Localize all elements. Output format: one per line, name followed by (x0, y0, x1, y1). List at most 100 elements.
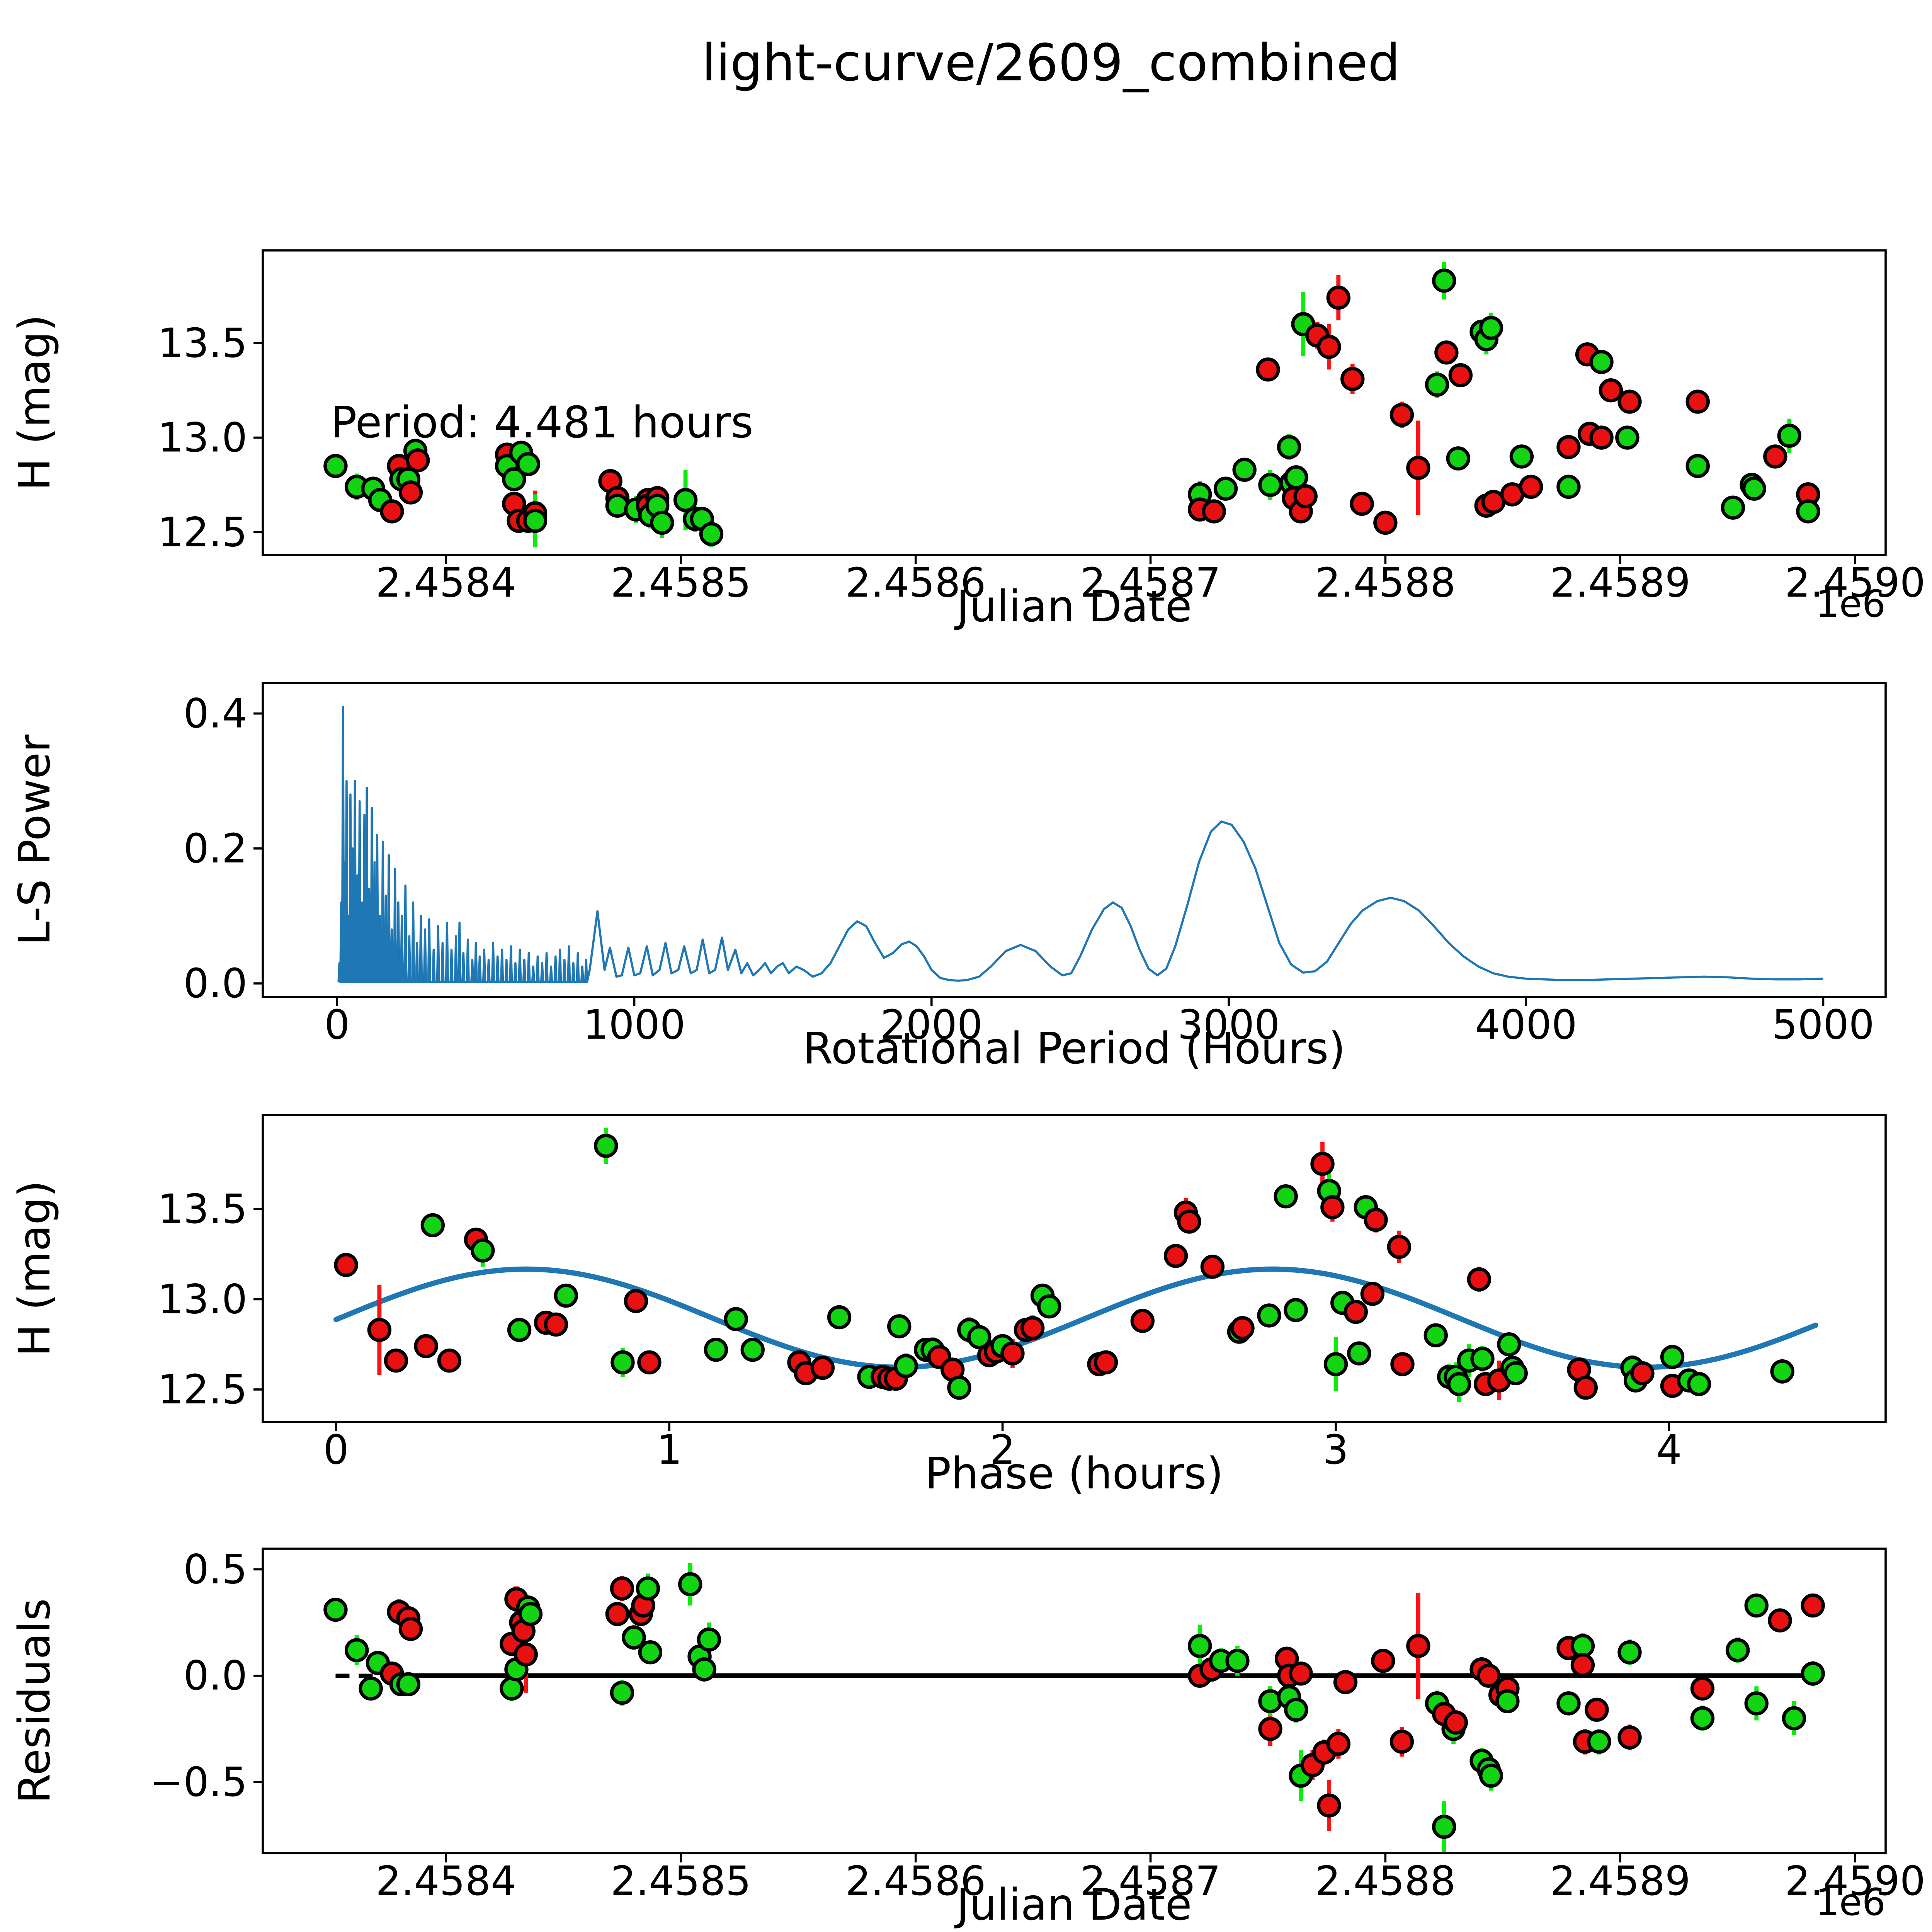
x-tick-label: 5000 (1772, 1001, 1874, 1048)
markers (323, 269, 1820, 546)
data-point-green (1425, 372, 1449, 397)
data-point-red (1390, 1352, 1415, 1376)
data-point-red (1000, 1341, 1025, 1366)
data-point-green (420, 1213, 445, 1238)
data-point-green (516, 452, 541, 476)
data-point-green (724, 1307, 748, 1331)
data-point-red (1371, 1648, 1395, 1673)
data-point-green (678, 1572, 702, 1597)
data-point-green (697, 1627, 721, 1652)
data-point-green (344, 1638, 369, 1662)
data-point-green (894, 1354, 918, 1378)
data-point-green (1725, 1638, 1750, 1662)
data-point-red (610, 1576, 634, 1601)
data-point-green (1225, 1648, 1250, 1673)
panel-residuals: 2.4584 2.4585 2.4586 2.4587 2.4588 2.4589 2.45… (10, 1546, 1925, 1930)
y-tick-label: 12.5 (158, 1366, 247, 1413)
data-point-red (1690, 1676, 1715, 1701)
data-point-red (1630, 1361, 1655, 1386)
markers (334, 1134, 1794, 1400)
data-point-red (1310, 1151, 1335, 1176)
data-point-red (1389, 1730, 1414, 1754)
data-point-red (1448, 363, 1473, 388)
periodogram-ticks: 0 1000 2000 3000 4000 5000 0.0 0.2 0.4 (184, 690, 1874, 1048)
x-tick-label: 3000 (1178, 1001, 1280, 1048)
data-point-red (437, 1348, 462, 1373)
data-point-red (1570, 1653, 1595, 1677)
data-point-red (544, 1312, 568, 1337)
data-point-green (610, 1680, 634, 1705)
data-point-green (1801, 1662, 1825, 1686)
residuals-offset-label: 1e6 (1816, 1881, 1886, 1924)
data-point-green (1796, 499, 1820, 524)
data-point-green (1213, 476, 1238, 501)
data-point-green (1497, 1332, 1521, 1357)
data-point-green (1432, 269, 1456, 293)
residuals-plot-box (262, 1548, 1887, 1854)
data-point-green (1257, 1303, 1281, 1328)
data-point-green (947, 1376, 971, 1400)
x-tick-label: 4 (1656, 1426, 1682, 1473)
x-tick-label: 2.4586 (845, 1857, 986, 1905)
data-point-red (605, 1602, 630, 1626)
x-tick-label: 2.4588 (1315, 1857, 1456, 1905)
x-tick-label: 2.4586 (845, 559, 986, 606)
data-point-red (1320, 1195, 1345, 1219)
data-point-red (1289, 1662, 1313, 1686)
data-point-green (470, 1238, 495, 1263)
data-point-red (384, 1348, 408, 1373)
panel-periodogram: 0 1000 2000 3000 4000 5000 0.0 0.2 0.4 Rotationa… (10, 682, 1887, 1074)
phase-data (333, 1128, 1818, 1402)
data-point-green (1274, 1184, 1298, 1209)
data-point-green (359, 1676, 383, 1701)
data-point-green (1556, 1691, 1581, 1716)
data-point-green (1284, 1298, 1308, 1322)
data-point-red (1589, 425, 1614, 450)
data-point-green (1777, 423, 1801, 448)
lightcurve-plot-box (262, 249, 1887, 556)
data-point-green (1770, 1359, 1794, 1384)
x-tick-label: 2 (990, 1426, 1015, 1473)
data-point-red (1434, 340, 1459, 365)
phase-xlabel: Phase (hours) (925, 1449, 1223, 1499)
panel-phase: 0 1 2 3 4 12.5 13.0 13.5 Phase (hours) H (mag) (10, 1114, 1887, 1499)
data-point-red (1130, 1309, 1155, 1333)
data-point-red (637, 1350, 662, 1375)
data-point-red (1476, 1663, 1501, 1688)
x-tick-label: 2.4584 (376, 559, 516, 606)
periodogram-plot-box (262, 682, 1887, 998)
data-point-green (1323, 1352, 1348, 1376)
x-tick-label: 0 (324, 1001, 350, 1048)
data-point-green (1470, 1347, 1495, 1371)
y-tick-label: 13.0 (158, 1276, 247, 1323)
lightcurve-data (323, 262, 1820, 548)
data-point-red (1406, 1634, 1430, 1658)
periodogram-curve (337, 706, 1823, 983)
data-point-green (554, 1283, 578, 1308)
x-tick-label: 1 (656, 1426, 682, 1473)
data-point-red (1163, 1244, 1188, 1268)
data-point-red (1177, 1209, 1201, 1234)
data-point-green (1509, 444, 1534, 469)
data-point-green (1447, 1372, 1471, 1396)
data-point-green (1685, 454, 1710, 478)
periodogram-data (337, 706, 1823, 983)
data-point-green (638, 1640, 663, 1665)
data-point-red (1617, 1725, 1642, 1750)
data-point-green (1503, 1361, 1528, 1386)
data-point-red (1389, 403, 1414, 427)
data-point-red (624, 1289, 648, 1313)
data-point-red (1094, 1350, 1118, 1375)
data-point-green (1615, 425, 1639, 450)
x-tick-label: 2000 (880, 1001, 983, 1048)
periodogram-xlabel: Rotational Period (Hours) (803, 1024, 1345, 1074)
x-tick-label: 2.4589 (1550, 1857, 1690, 1905)
data-point-green (323, 1597, 348, 1622)
data-point-red (1801, 1593, 1825, 1618)
data-point-red (1364, 1208, 1388, 1232)
residuals-ticks: 2.4584 2.4585 2.4586 2.4587 2.4588 2.4589 2.45… (150, 1546, 1925, 1905)
data-point-red (1317, 335, 1341, 359)
x-tick-label: 2.4587 (1080, 1857, 1221, 1905)
data-point-green (518, 1602, 543, 1626)
